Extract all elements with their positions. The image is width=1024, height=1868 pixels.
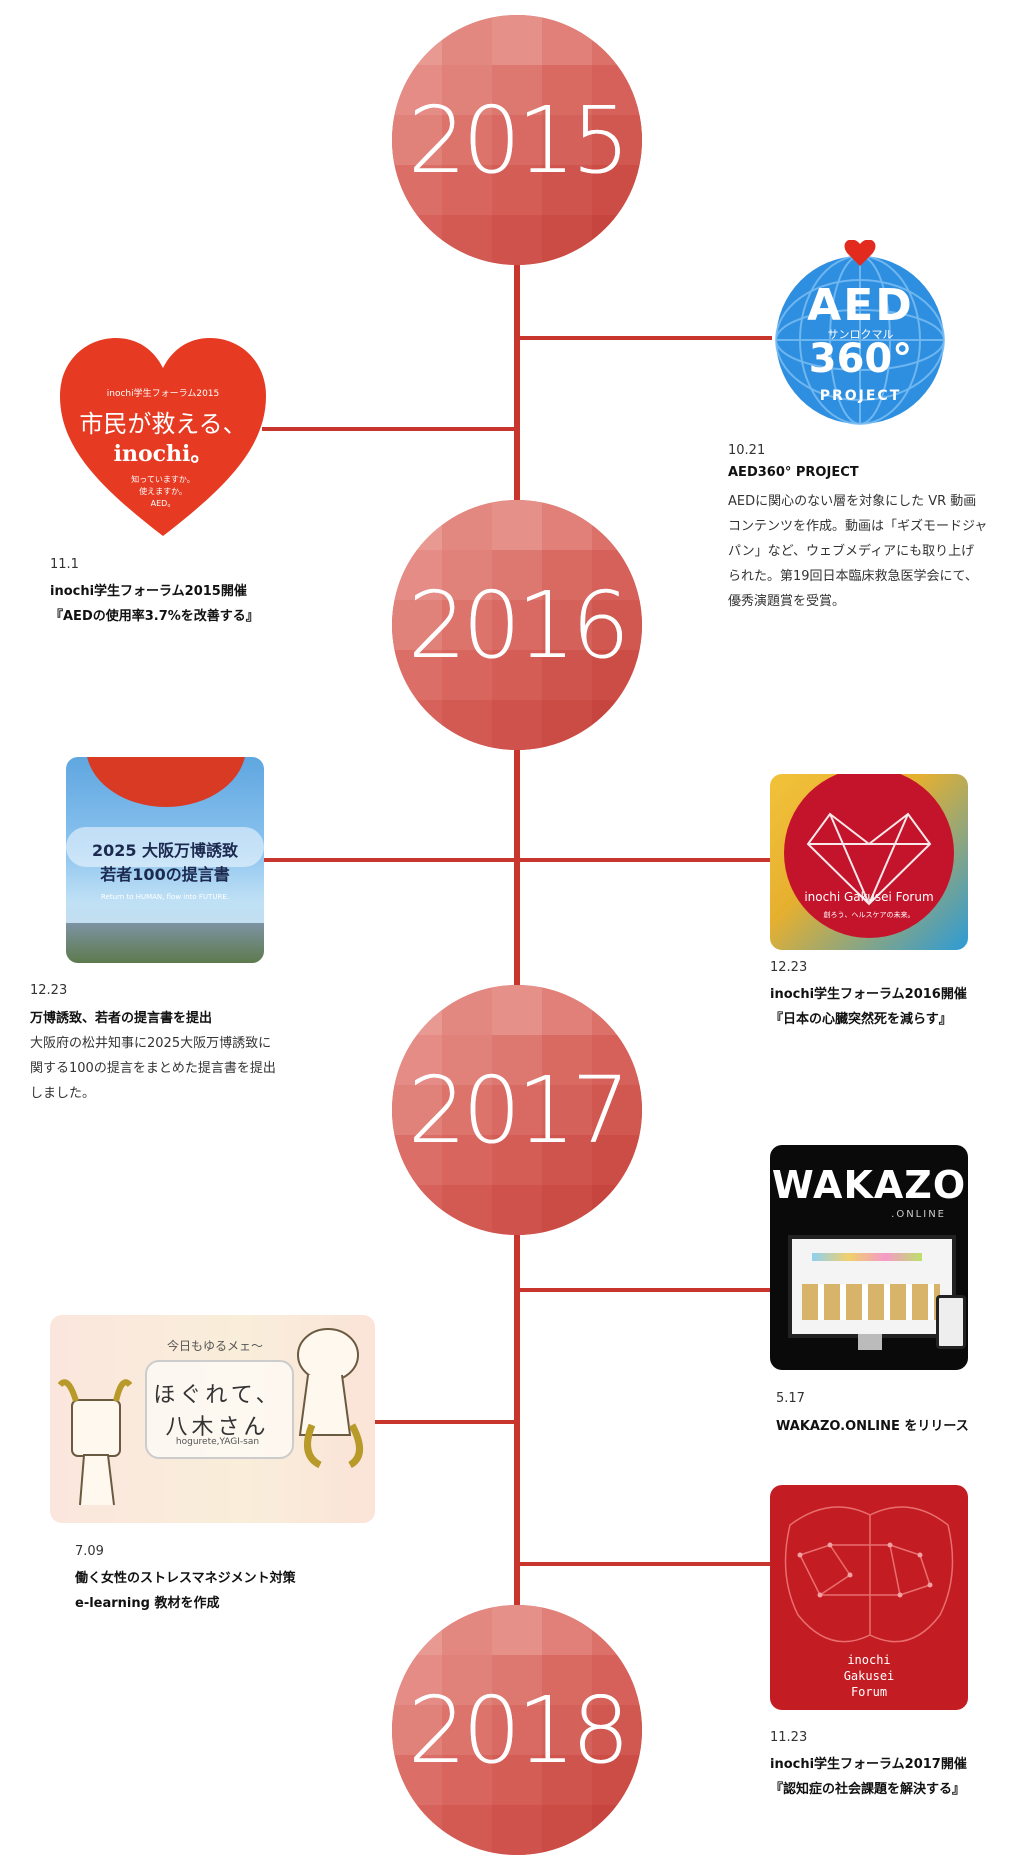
aed360-ruby: サンロクマル — [827, 328, 894, 341]
event-title: 万博誘致、若者の提言書を提出 — [30, 1011, 213, 1026]
year-label: 2015 — [407, 86, 630, 194]
cloud-shape — [66, 827, 264, 867]
heart-icon — [60, 338, 266, 536]
year-circle-2017: 2017 — [392, 985, 642, 1235]
event-date: 11.23 — [770, 1730, 808, 1745]
expo-line1: 2025 大阪万博誘致 — [91, 841, 239, 860]
timeline-axis — [514, 100, 520, 1780]
event-desc-line: られた。第19回日本臨床救急医学会にて、 — [728, 569, 978, 584]
brain-network-icon — [784, 1506, 954, 1643]
forum2015-main: 市民が救える、 — [79, 410, 247, 438]
circle-mosaic — [392, 15, 642, 265]
event-date: 5.17 — [776, 1391, 805, 1406]
yagi-top: 今日もゆるメェ〜 — [166, 1339, 263, 1353]
expo-line2: 若者100の提言書 — [100, 865, 230, 884]
event-title: 働く女性のストレスマネジメント対策 — [75, 1571, 296, 1586]
connector-expo — [262, 858, 772, 862]
forum2016-circle — [784, 774, 954, 938]
yagi-frame — [145, 1360, 294, 1459]
connector-forum2017 — [517, 1562, 772, 1566]
event-title: AED360° PROJECT — [728, 465, 859, 480]
year-label: 2017 — [407, 1056, 630, 1164]
event-title: 『認知症の社会課題を解決する』 — [770, 1782, 966, 1797]
connector-wakazo — [517, 1288, 772, 1292]
yagi-sub: hogurete,YAGI-san — [175, 1437, 260, 1447]
event-title: inochi学生フォーラム2016開催 — [770, 987, 967, 1002]
connector-yagi — [374, 1420, 517, 1424]
city-skyline — [66, 923, 264, 963]
forum2016-logo: inochi Gakusei Forum — [804, 890, 934, 904]
monitor-screen — [788, 1235, 956, 1338]
forum2015-thumbnail[interactable]: inochi学生フォーラム2015 市民が救える、 inochi。 知っています… — [58, 336, 268, 541]
connector-aed360 — [517, 336, 772, 340]
aed360-number: 360° — [808, 336, 913, 382]
year-circle-2018: 2018 — [392, 1605, 642, 1855]
forum2016-thumbnail[interactable]: inochi Gakusei Forum 創ろう、ヘルスケアの未来。 — [770, 774, 968, 950]
circle-mosaic — [392, 985, 642, 1235]
forum2017-line2: Gakusei — [843, 1669, 895, 1683]
yagi-main: ほぐれて、 — [153, 1383, 282, 1408]
forum2015-tag1: 知っていますか。 — [131, 475, 195, 484]
aed360-sub: PROJECT — [819, 388, 902, 404]
year-circle-2015: 2015 — [392, 15, 642, 265]
forum2017-line1: inochi — [847, 1653, 891, 1667]
monitor-grid — [802, 1284, 940, 1320]
event-date: 7.09 — [75, 1544, 104, 1559]
year-circle-2016: 2016 — [392, 500, 642, 750]
wakazo-thumbnail[interactable]: WAKAZO .ONLINE — [770, 1145, 968, 1370]
connector-forum2015 — [262, 427, 517, 431]
forum2015-logo: inochi。 — [113, 441, 213, 467]
wakazo-sub: .ONLINE — [891, 1209, 946, 1220]
event-desc-line: コンテンツを作成。動画は「ギズモードジャ — [728, 519, 988, 534]
forum2015-tag2: 使えますか。 — [139, 487, 187, 496]
event-title: e-learning 教材を作成 — [75, 1596, 220, 1611]
forum2017-thumbnail[interactable]: inochi Gakusei Forum — [770, 1485, 968, 1710]
event-date: 12.23 — [30, 983, 68, 998]
event-date: 12.23 — [770, 960, 808, 975]
origami-heart-icon — [806, 812, 932, 906]
event-desc-line: しました。 — [30, 1086, 96, 1101]
forum2015-top: inochi学生フォーラム2015 — [106, 389, 220, 399]
monitor-nav — [812, 1253, 922, 1261]
forum2017-line3: Forum — [850, 1685, 888, 1699]
event-title: 『日本の心臓突然死を減らす』 — [770, 1012, 952, 1027]
aed360-thumbnail[interactable]: AED サンロクマル 360° PROJECT — [768, 239, 953, 425]
year-label: 2018 — [407, 1676, 630, 1784]
event-title: WAKAZO.ONLINE をリリース — [776, 1419, 969, 1434]
circle-mosaic — [392, 1605, 642, 1855]
event-date: 11.1 — [50, 557, 79, 572]
wakazo-main: WAKAZO — [771, 1163, 967, 1207]
event-title: inochi学生フォーラム2015開催 — [50, 584, 247, 599]
yagi-main2: 八木さん — [165, 1415, 270, 1440]
yagi-thumbnail[interactable]: 今日もゆるメェ〜 ほぐれて、 八木さん hogurete,YAGI-san — [50, 1315, 375, 1523]
expo-line3: Return to HUMAN, flow into FUTURE. — [101, 893, 229, 901]
year-label: 2016 — [407, 571, 630, 679]
forum2016-tag: 創ろう、ヘルスケアの未来。 — [823, 911, 915, 919]
circle-mosaic — [392, 500, 642, 750]
event-desc-line: 関する100の提言をまとめた提言書を提出 — [30, 1061, 276, 1076]
event-title: inochi学生フォーラム2017開催 — [770, 1757, 967, 1772]
forum2015-tag3: AED。 — [150, 499, 176, 508]
aed360-main-text: AED — [807, 280, 914, 331]
monitor-stand — [858, 1334, 882, 1350]
event-desc-line: AEDに関心のない層を対象にした VR 動画 — [728, 494, 977, 509]
phone-shape — [936, 1295, 966, 1349]
goat-illustration-icon — [57, 1328, 363, 1506]
event-desc-line: パン」など、ウェブメディアにも取り上げ — [728, 544, 975, 559]
event-date: 10.21 — [728, 443, 766, 458]
event-desc-line: 優秀演題賞を受賞。 — [728, 594, 846, 609]
event-title: 『AEDの使用率3.7%を改善する』 — [50, 609, 259, 624]
event-desc-line: 大阪府の松井知事に2025大阪万博誘致に — [30, 1036, 272, 1051]
sun-shape — [86, 757, 246, 807]
expo-thumbnail[interactable]: 2025 大阪万博誘致 若者100の提言書 Return to HUMAN, f… — [66, 757, 264, 963]
globe-icon — [775, 239, 945, 425]
